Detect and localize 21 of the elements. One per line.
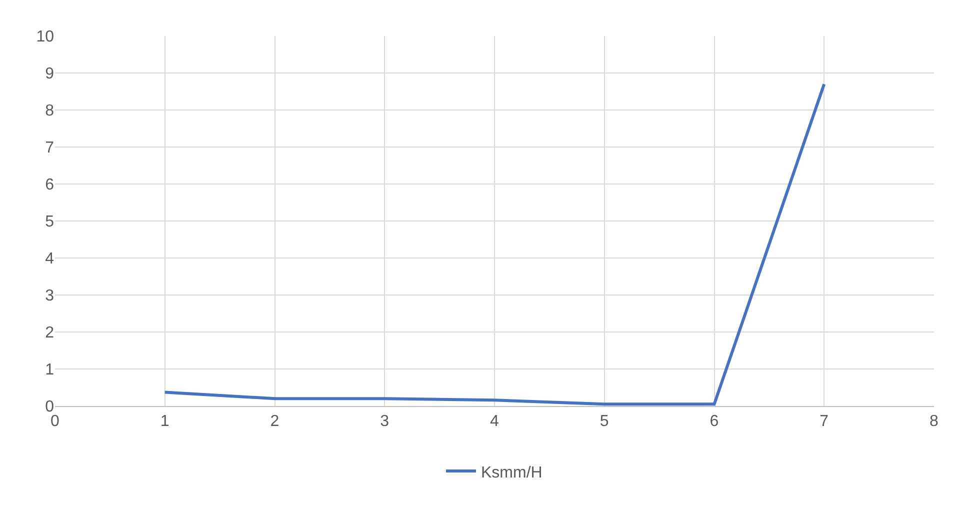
y-tick-label: 8	[45, 102, 54, 120]
legend-label: Ksmm/H	[481, 464, 542, 482]
y-tick-label: 6	[45, 176, 54, 194]
x-tick-label: 8	[930, 413, 939, 430]
x-tick-label: 6	[710, 413, 719, 430]
y-tick-label: 2	[45, 324, 54, 342]
x-tick-label: 3	[380, 413, 390, 430]
y-tick-label: 4	[45, 250, 54, 268]
x-tick-label: 5	[600, 413, 609, 430]
y-tick-label: 7	[45, 140, 54, 157]
y-tick-label: 5	[45, 214, 54, 231]
x-tick-label: 4	[490, 413, 500, 430]
x-tick-label: 7	[820, 413, 829, 430]
y-tick-label: 3	[45, 288, 54, 305]
y-tick-label: 1	[45, 362, 54, 379]
x-tick-label: 2	[270, 413, 280, 430]
x-tick-label: 1	[160, 413, 170, 430]
y-tick-label: 9	[45, 66, 54, 83]
y-tick-label: 0	[45, 398, 54, 416]
y-tick-label: 10	[36, 28, 54, 46]
line-series	[163, 82, 826, 406]
